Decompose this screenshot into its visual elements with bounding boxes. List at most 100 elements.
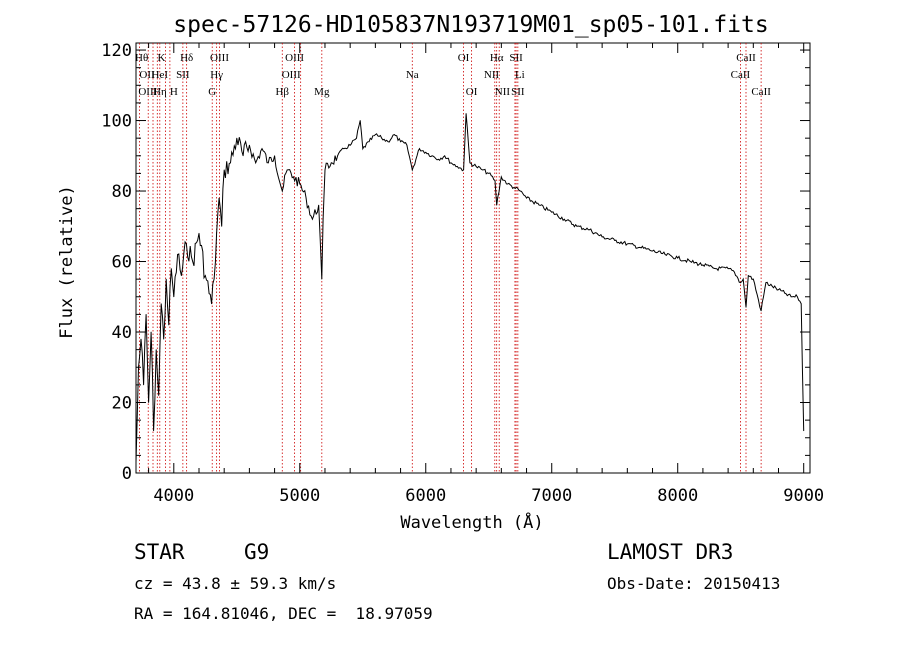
flux-point — [400, 141, 401, 143]
flux-point — [425, 151, 427, 153]
object-type: STAR — [134, 540, 185, 564]
flux-point — [419, 148, 420, 150]
ra-dec-coordinates: RA = 164.81046, DEC = 18.97059 — [134, 604, 433, 623]
x-axis-label: Wavelength (Å) — [400, 511, 543, 533]
flux-point — [143, 384, 145, 386]
line-label-23: Li — [515, 69, 525, 81]
flux-point — [249, 144, 250, 146]
survey-name: LAMOST DR3 — [607, 540, 734, 564]
flux-point — [444, 155, 446, 157]
flux-point — [589, 229, 590, 231]
flux-point — [168, 324, 170, 326]
flux-point — [138, 366, 139, 368]
flux-point — [393, 134, 395, 136]
line-label-15: Mg — [314, 86, 330, 98]
flux-point — [318, 204, 320, 206]
line-label-19: Hα — [490, 52, 504, 64]
flux-point — [155, 349, 157, 350]
flux-point — [236, 137, 238, 139]
flux-point — [158, 395, 160, 396]
flux-point — [218, 197, 220, 199]
flux-point — [153, 430, 155, 432]
flux-point — [760, 310, 762, 312]
flux-point — [747, 275, 749, 276]
flux-point — [173, 296, 175, 298]
flux-point — [463, 169, 464, 171]
line-label-1: K — [158, 52, 166, 64]
flux-point — [204, 275, 206, 276]
flux-point — [727, 268, 729, 269]
flux-point — [500, 176, 502, 178]
flux-point — [186, 243, 187, 245]
y-tick-label: 120 — [101, 41, 132, 61]
flux-point — [526, 197, 527, 199]
flux-point — [165, 278, 167, 280]
flux-point — [349, 144, 351, 146]
line-label-2: Hδ — [180, 52, 193, 64]
line-label-6: OIII — [138, 86, 157, 98]
flux-point — [312, 218, 313, 220]
flux-point — [223, 169, 225, 171]
flux-point — [192, 261, 194, 262]
flux-point — [221, 225, 223, 227]
x-tick-label: 7000 — [531, 486, 572, 506]
flux-point — [170, 268, 172, 269]
flux-point — [456, 166, 458, 167]
flux-point — [211, 303, 213, 305]
flux-point — [267, 162, 269, 164]
flux-point — [797, 296, 798, 298]
y-tick-label: 100 — [101, 112, 132, 132]
flux-point — [337, 155, 338, 157]
x-tick-label: 6000 — [405, 486, 446, 506]
flux-point — [177, 254, 179, 255]
flux-point — [538, 204, 540, 206]
flux-point — [702, 264, 704, 266]
flux-point — [742, 278, 744, 280]
y-tick-label: 20 — [112, 394, 132, 414]
flux-point — [261, 148, 263, 150]
line-label-26: CaII — [731, 69, 751, 81]
flux-point — [475, 166, 477, 167]
flux-point — [274, 155, 275, 157]
flux-point — [242, 155, 244, 157]
line-label-24: SII — [511, 86, 525, 98]
flux-point — [765, 282, 767, 284]
flux-point — [778, 289, 779, 291]
flux-point — [601, 236, 603, 238]
line-label-10: Hγ — [210, 69, 223, 81]
flux-point — [163, 338, 165, 340]
flux-point — [519, 190, 521, 192]
line-label-14: Hβ — [275, 86, 289, 98]
line-label-4: HeI — [152, 69, 169, 81]
flux-point — [677, 257, 679, 259]
x-tick-label: 4000 — [153, 486, 194, 506]
flux-series-line — [135, 113, 805, 463]
flux-point — [465, 113, 467, 114]
line-label-0: Hθ — [135, 52, 148, 64]
line-label-13: OIII — [282, 69, 301, 81]
x-tick-label: 9000 — [783, 486, 824, 506]
flux-point — [496, 204, 498, 206]
flux-point — [450, 162, 452, 164]
line-label-18: OI — [466, 86, 478, 98]
flux-point — [482, 169, 483, 171]
flux-point — [639, 247, 641, 248]
line-label-27: CaII — [751, 86, 771, 98]
flux-point — [771, 285, 773, 287]
flux-point — [652, 250, 653, 252]
flux-point — [356, 137, 357, 139]
flux-point — [135, 462, 137, 463]
flux-point — [803, 430, 805, 432]
chart-title: spec-57126-HD105837N193719M01_sp05-101.f… — [173, 12, 768, 38]
line-label-11: G — [208, 86, 216, 98]
line-label-9: OIII — [210, 52, 229, 64]
flux-point — [375, 134, 376, 136]
flux-point — [626, 243, 628, 245]
flux-point — [431, 155, 433, 157]
flux-point — [381, 137, 383, 139]
y-tick-label: 80 — [112, 182, 132, 202]
flux-point — [213, 278, 215, 280]
flux-point — [198, 232, 200, 234]
flux-point — [145, 314, 147, 315]
